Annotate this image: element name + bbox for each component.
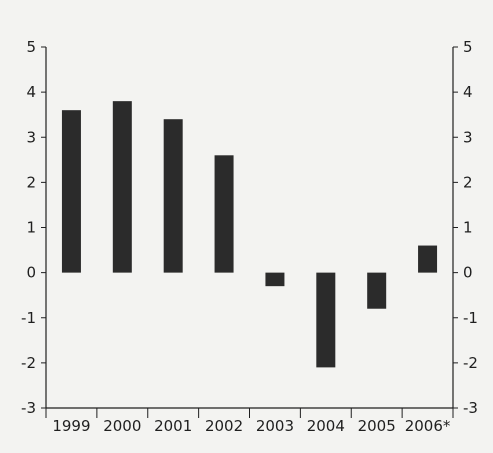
bar (163, 119, 183, 273)
x-tick-label: 2001 (154, 417, 192, 435)
y-tick-label-right: 1 (463, 219, 473, 237)
y-tick-label-right: -2 (463, 354, 478, 372)
bar (61, 110, 81, 273)
y-tick-label-left: 2 (26, 173, 36, 191)
x-tick-label: 2006* (405, 417, 451, 435)
axis-layer (41, 46, 458, 418)
bar (214, 155, 234, 273)
y-tick-label-left: 0 (26, 264, 36, 282)
x-tick-label: 1999 (52, 417, 90, 435)
y-tick-label-right: 5 (463, 38, 473, 56)
y-tick-label-right: -3 (463, 399, 478, 417)
y-tick-label-left: 1 (26, 219, 36, 237)
bar (265, 272, 285, 287)
y-tick-label-left: -3 (21, 399, 36, 417)
y-tick-label-left: -2 (21, 354, 36, 372)
x-tick-label: 2004 (307, 417, 345, 435)
y-tick-label-right: 0 (463, 264, 473, 282)
y-tick-label-right: 2 (463, 173, 473, 191)
bar (112, 101, 132, 273)
y-tick-label-left: 3 (26, 128, 36, 146)
y-tick-label-right: -1 (463, 309, 478, 327)
x-tick-label: 2003 (256, 417, 294, 435)
y-tick-label-right: 3 (463, 128, 473, 146)
x-tick-label: 2000 (103, 417, 141, 435)
x-tick-label: 2002 (205, 417, 243, 435)
bar (418, 245, 438, 273)
y-tick-label-left: 5 (26, 38, 36, 56)
bar (316, 272, 336, 368)
y-tick-label-right: 4 (463, 83, 473, 101)
y-tick-label-left: -1 (21, 309, 36, 327)
bar (367, 272, 387, 309)
y-tick-label-left: 4 (26, 83, 36, 101)
bar-layer (61, 101, 438, 368)
label-layer: 5 5 4 4 3 3 2 2 1 1 0 0 -1 -1 -2 -2 -3 -3 1999 2000 2001 2002… (21, 38, 478, 435)
x-tick-label: 2005 (358, 417, 396, 435)
